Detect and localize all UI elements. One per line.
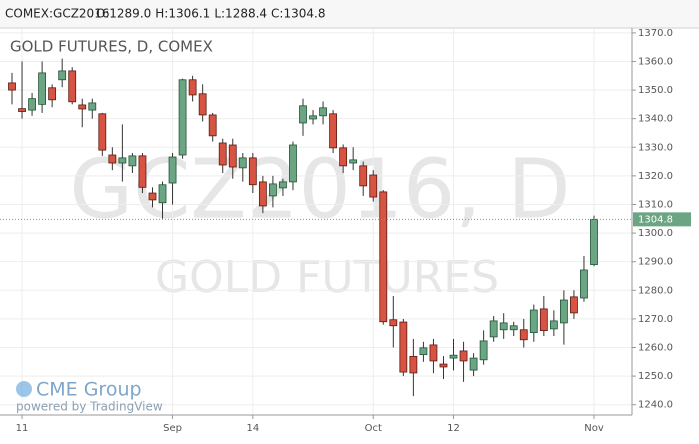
candle-body: [389, 319, 398, 327]
candle-body: [158, 184, 167, 204]
candle-body: [178, 79, 187, 156]
watermark-sub: GOLD FUTURES: [155, 252, 499, 303]
candle-body: [68, 70, 77, 103]
candle-body: [258, 181, 267, 207]
y-tick-label: 1330.0: [638, 142, 673, 153]
y-tick-label: 1270.0: [638, 314, 673, 325]
candle-body: [309, 115, 317, 120]
header-field: C:1304.8: [271, 7, 325, 21]
logo: CME Group: [36, 379, 142, 401]
candle-body: [38, 72, 47, 105]
candle-body: [409, 355, 418, 374]
y-tick-label: 1290.0: [638, 257, 673, 268]
candle-body: [329, 113, 338, 149]
x-tick-label: Nov: [584, 423, 604, 434]
candle-body: [198, 93, 207, 116]
candle-body: [228, 144, 237, 168]
candle-body: [359, 165, 368, 187]
credit: powered by TradingView: [16, 400, 163, 414]
candle-body: [379, 191, 388, 323]
candle-body: [449, 354, 458, 359]
candle-body: [590, 218, 598, 265]
header-field: L:1288.4: [214, 7, 267, 21]
candle-body: [58, 70, 67, 81]
chart-title: GOLD FUTURES, D, COMEX: [10, 38, 213, 56]
last-price-label: 1304.8: [638, 214, 673, 225]
candle-body: [98, 113, 107, 151]
y-tick-label: 1340.0: [638, 114, 673, 125]
candle-body: [248, 157, 257, 186]
candle-body: [539, 308, 548, 332]
last-price-box: [633, 212, 691, 227]
candle-body: [479, 340, 488, 361]
candle-body: [218, 142, 227, 166]
candle-body: [399, 321, 408, 373]
candle-body: [529, 309, 538, 334]
candle-body: [18, 108, 26, 112]
header-bar: [0, 0, 699, 28]
y-tick-label: 1300.0: [638, 228, 673, 239]
header-symbol: COMEX:GCZ2016: [5, 7, 109, 21]
candle-body: [439, 363, 448, 368]
candle-body: [549, 320, 558, 330]
candle-body: [8, 82, 16, 91]
candle-body: [208, 114, 217, 137]
candle-body: [499, 322, 508, 331]
candle-body: [489, 320, 498, 338]
candle-body: [238, 157, 247, 169]
candle-body: [128, 155, 137, 167]
y-tick-label: 1320.0: [638, 171, 673, 182]
candle-body: [419, 347, 428, 356]
candle-body: [369, 174, 378, 198]
candle-body: [580, 269, 588, 299]
x-tick-label: 14: [246, 423, 259, 434]
y-tick-label: 1350.0: [638, 85, 673, 96]
y-tick-label: 1280.0: [638, 285, 673, 296]
candle-body: [519, 329, 528, 341]
header-field: O:1289.0: [96, 7, 151, 21]
candle-body: [168, 156, 177, 184]
watermark: GCZ2016, D: [70, 142, 571, 237]
candle-body: [88, 102, 97, 111]
y-tick-label: 1250.0: [638, 371, 673, 382]
candle-body: [429, 344, 438, 362]
candle-body: [559, 299, 568, 324]
candle-body: [78, 104, 87, 110]
candle-body: [339, 147, 348, 167]
x-tick-label: Sep: [163, 423, 182, 434]
candle-body: [28, 98, 36, 111]
candle-body: [48, 87, 57, 101]
x-tick-label: 11: [16, 423, 29, 434]
candle-body: [570, 296, 578, 314]
candle-body: [299, 105, 307, 124]
candle-body: [469, 357, 478, 371]
candle-body: [108, 154, 117, 164]
candle-body: [118, 157, 127, 164]
candle-body: [349, 159, 358, 164]
candle-body: [268, 183, 277, 197]
y-tick-label: 1310.0: [638, 199, 673, 210]
y-tick-label: 1260.0: [638, 342, 673, 353]
candle-body: [459, 350, 468, 362]
candle-body: [188, 79, 197, 96]
candle-body: [289, 144, 297, 183]
header-field: H:1306.1: [155, 7, 210, 21]
candle-body: [148, 192, 157, 201]
y-tick-label: 1360.0: [638, 56, 673, 67]
y-tick-label: 1370.0: [638, 28, 673, 39]
candle-body: [509, 325, 518, 331]
y-tick-label: 1240.0: [638, 400, 673, 411]
x-tick-label: 12: [447, 423, 460, 434]
x-tick-label: Oct: [365, 423, 382, 434]
candle-body: [279, 181, 287, 189]
candle-body: [138, 155, 147, 188]
logo-icon: [16, 381, 32, 397]
candle-body: [319, 107, 327, 117]
